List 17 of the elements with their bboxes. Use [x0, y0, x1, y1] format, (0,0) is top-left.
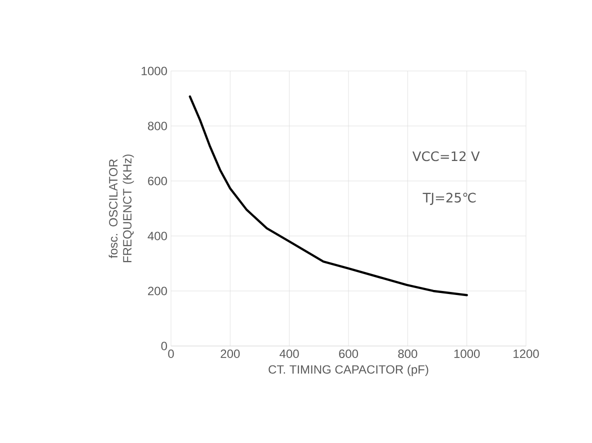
y-axis-title: fosc. OSCILATOR FREQUENCT (KHz) [108, 154, 134, 262]
x-tick-label: 1000 [454, 350, 480, 358]
annotation: TJ=25℃ [422, 192, 476, 205]
y-tick-label: 0 [161, 342, 168, 350]
x-tick-label: 0 [168, 350, 174, 358]
x-tick-label: 400 [280, 350, 299, 358]
x-tick-label: 800 [398, 350, 418, 358]
y-tick-label: 1000 [142, 66, 167, 76]
y-tick-label: 400 [148, 232, 167, 240]
y-tick-label: 800 [148, 122, 167, 130]
x-axis-title: CT. TIMING CAPACITOR (pF) [268, 364, 428, 376]
x-tick-label: 600 [339, 350, 358, 358]
annotation: VCC=12 V [412, 151, 480, 162]
y-tick-label: 600 [148, 176, 167, 186]
x-tick-label: 1200 [514, 350, 539, 358]
y-tick-label: 200 [148, 286, 167, 296]
x-tick-label: 200 [220, 350, 240, 358]
